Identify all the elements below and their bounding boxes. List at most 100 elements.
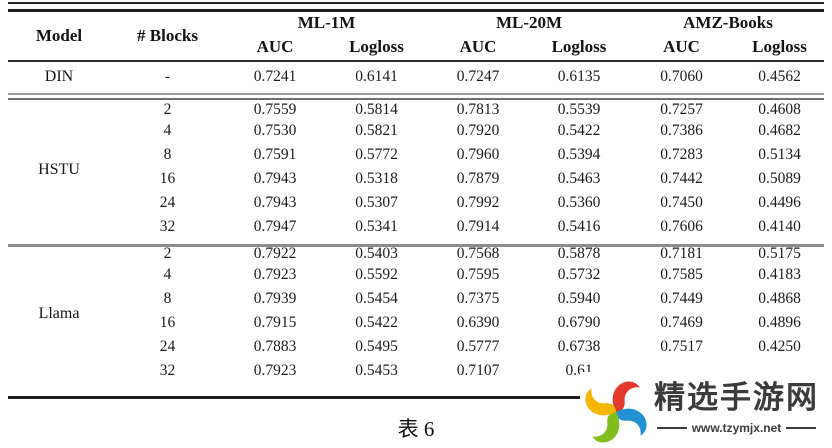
logloss-value-cell: 0.5422	[557, 122, 601, 139]
results-table: Model # Blocks ML-1M ML-20M AMZ-Books AU…	[8, 11, 826, 383]
table-row: HSTU 2 0.7559 0.5814 0.7813 0.5539 0.7257 0.460…	[8, 94, 826, 178]
auc-value-cell: 0.7947	[253, 218, 297, 235]
blocks-cell: 2	[163, 245, 172, 262]
table-row: Llama 2 0.7922 0.5403 0.7568 0.5878 0.7181 0.51…	[8, 239, 826, 322]
auc-value-cell: 0.7060	[660, 68, 703, 85]
auc-value-cell: 0.7530	[253, 122, 297, 139]
logloss-value-cell: 0.5454	[355, 290, 398, 307]
blocks-cell: 24	[159, 194, 176, 211]
auc-value-cell: 0.7257	[660, 101, 703, 118]
table-row: DIN - 0.7241 0.6141 0.7247 0.6135 0.7060 0.4562	[8, 60, 826, 94]
blocks-cell: 16	[159, 314, 176, 331]
table-body: DIN - 0.7241 0.6141 0.7247 0.6135 0.7060 0.4562…	[8, 60, 826, 383]
auc-value-cell: 0.7181	[660, 245, 703, 262]
group-header-row: Model # Blocks ML-1M ML-20M AMZ-Books	[8, 11, 826, 45]
auc-value-cell: 0.7920	[456, 122, 500, 139]
column-header-auc: AUC	[256, 37, 294, 56]
auc-value-cell: 0.7923	[253, 266, 297, 283]
auc-value-cell: 0.6390	[456, 314, 500, 331]
blocks-cell: 32	[159, 362, 176, 379]
blocks-cell: 4	[163, 266, 172, 283]
logloss-value-cell: 0.5422	[355, 314, 398, 331]
din-separator-rule-bottom	[8, 98, 824, 100]
watermark-site-name: 精选手游网	[654, 380, 819, 415]
auc-value-cell: 0.7939	[253, 290, 297, 307]
logloss-value-cell: 0.5089	[758, 170, 801, 187]
model-cell: Llama	[38, 305, 80, 322]
blocks-cell: 16	[159, 170, 176, 187]
column-group-ml20m: ML-20M	[495, 12, 563, 32]
logloss-value-cell: 0.4250	[758, 338, 801, 355]
model-cell: DIN	[44, 68, 74, 85]
logloss-value-cell: 0.5134	[758, 146, 801, 163]
blocks-cell: 4	[163, 122, 172, 139]
logloss-value-cell: 0.5940	[557, 290, 601, 307]
table-row: 16 0.7943 0.5318 0.7879 0.5463 0.7442 0.5089	[8, 167, 826, 191]
watermark-url-row: www.tzymjx.net	[656, 421, 817, 435]
watermark: 精选手游网 www.tzymjx.net	[580, 372, 832, 448]
logloss-value-cell: 0.5318	[355, 170, 398, 187]
auc-value-cell: 0.7915	[253, 314, 297, 331]
logloss-value-cell: 0.5453	[355, 362, 398, 379]
logloss-value-cell: 0.6135	[557, 68, 601, 85]
column-header-model: Model	[35, 25, 83, 45]
din-separator-rule-top	[8, 93, 824, 95]
auc-value-cell: 0.5777	[456, 338, 500, 355]
auc-value-cell: 0.7241	[253, 68, 297, 85]
logloss-value-cell: 0.4896	[758, 314, 801, 331]
logloss-value-cell: 0.4140	[758, 218, 801, 235]
blocks-cell: 2	[163, 101, 172, 118]
logloss-value-cell: 0.4183	[758, 266, 801, 283]
header-separator-rule	[8, 60, 824, 62]
logloss-value-cell: 0.5495	[355, 338, 398, 355]
column-header-logloss: Logloss	[551, 37, 607, 56]
table-row: 8 0.7939 0.5454 0.7375 0.5940 0.7449 0.4868	[8, 287, 826, 311]
blocks-cell: 8	[163, 290, 172, 307]
logloss-value-cell: 0.5416	[557, 218, 601, 235]
auc-value-cell: 0.7606	[660, 218, 703, 235]
auc-value-cell: 0.7442	[660, 170, 703, 187]
sub-header-row: AUC Logloss AUC Logloss AUC Logloss	[8, 34, 826, 60]
auc-value-cell: 0.7449	[660, 290, 703, 307]
watermark-text-block: 精选手游网 www.tzymjx.net	[654, 372, 819, 435]
auc-value-cell: 0.7943	[253, 194, 297, 211]
table-row: 4 0.7923 0.5592 0.7595 0.5732 0.7585 0.4183	[8, 263, 826, 287]
auc-value-cell: 0.7386	[660, 122, 703, 139]
auc-value-cell: 0.7283	[660, 146, 703, 163]
logloss-value-cell: 0.5463	[557, 170, 601, 187]
auc-value-cell: 0.7943	[253, 170, 297, 187]
auc-value-cell: 0.7585	[660, 266, 703, 283]
auc-value-cell: 0.7960	[456, 146, 500, 163]
logloss-value-cell: 0.5878	[557, 245, 601, 262]
auc-value-cell: 0.7469	[660, 314, 703, 331]
pinwheel-logo-icon	[585, 381, 647, 443]
logloss-value-cell: 0.5307	[355, 194, 398, 211]
auc-value-cell: 0.7879	[456, 170, 500, 187]
logloss-value-cell: 0.5360	[557, 194, 601, 211]
table-row: 24 0.7943 0.5307 0.7992 0.5360 0.7450 0.4496	[8, 191, 826, 215]
auc-value-cell: 0.7923	[253, 362, 297, 379]
table-top-rule-inner	[8, 9, 824, 12]
table-row: 24 0.7883 0.5495 0.5777 0.6738 0.7517 0.4250	[8, 335, 826, 359]
auc-value-cell: 0.7517	[660, 338, 703, 355]
blocks-cell: -	[164, 68, 171, 85]
logloss-value-cell: 0.5732	[557, 266, 601, 283]
table-row: 16 0.7915 0.5422 0.6390 0.6790 0.7469 0.4896	[8, 311, 826, 335]
blocks-cell: 8	[163, 146, 172, 163]
logloss-value-cell: 0.6141	[355, 68, 398, 85]
auc-value-cell: 0.7247	[456, 68, 500, 85]
hstu-separator-rule	[8, 244, 824, 247]
column-header-blocks: # Blocks	[137, 25, 198, 45]
logloss-value-cell: 0.4682	[758, 122, 801, 139]
logloss-value-cell: 0.5592	[355, 266, 398, 283]
logloss-value-cell: 0.4608	[758, 101, 801, 118]
logloss-value-cell: 0.5341	[355, 218, 398, 235]
logloss-value-cell: 0.5403	[355, 245, 398, 262]
table-caption: 表 6	[397, 417, 435, 441]
logloss-value-cell: 0.5772	[355, 146, 398, 163]
blocks-cell: 32	[159, 218, 176, 235]
logloss-value-cell: 0.5175	[758, 245, 801, 262]
auc-value-cell: 0.7883	[253, 338, 297, 355]
url-dash-left	[656, 426, 687, 430]
